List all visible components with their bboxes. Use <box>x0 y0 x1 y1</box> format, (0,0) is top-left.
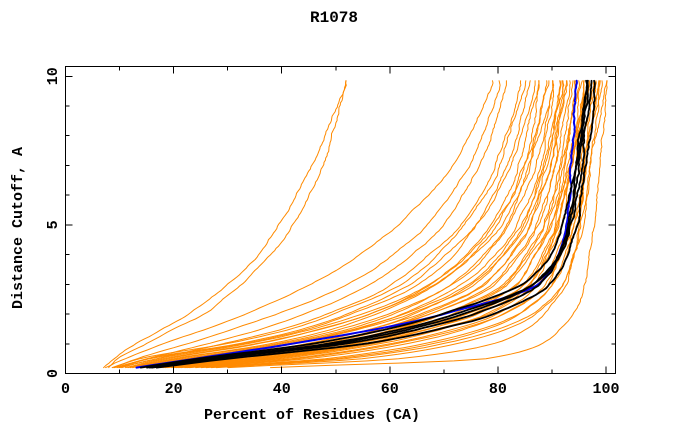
curve-orange-18 <box>138 80 564 369</box>
curve-orange-14 <box>127 80 555 369</box>
curve-orange-05 <box>114 80 507 369</box>
curve-orange-04 <box>111 80 501 369</box>
y-axis-label: Distance Cutoff, A <box>10 147 27 309</box>
x-tick-label: 100 <box>592 381 619 398</box>
curve-orange-01 <box>103 80 347 369</box>
plot-frame <box>65 66 616 374</box>
curve-orange-21 <box>156 80 567 369</box>
y-tick-label: 0 <box>45 369 62 378</box>
axis-tick-labels: 0 20 40 60 80 100 0 5 10 <box>45 67 620 398</box>
chart-title: R1078 <box>310 9 358 27</box>
curve-orange-03 <box>105 80 494 369</box>
curve-orange-42 <box>270 80 608 369</box>
curve-orange-20 <box>143 80 562 369</box>
x-tick-label: 60 <box>381 381 399 398</box>
curve-orange-38 <box>215 80 603 369</box>
x-tick-label: 0 <box>61 381 70 398</box>
curve-orange-07 <box>113 80 527 369</box>
curve-black-05 <box>148 79 589 369</box>
curve-orange-17 <box>146 80 561 369</box>
y-tick-label: 5 <box>45 220 62 229</box>
curve-orange-32 <box>175 80 589 369</box>
model-curves <box>103 79 608 369</box>
curve-orange-24 <box>154 80 571 369</box>
curve-orange-41 <box>210 80 608 369</box>
curve-orange-11 <box>129 80 540 369</box>
x-axis-label: Percent of Residues (CA) <box>204 407 420 424</box>
x-tick-label: 40 <box>273 381 291 398</box>
x-tick-label: 20 <box>165 381 183 398</box>
axis-ticks <box>65 66 616 374</box>
curve-orange-06 <box>119 80 522 369</box>
curve-orange-19 <box>151 80 565 369</box>
x-tick-label: 80 <box>489 381 507 398</box>
curve-orange-02 <box>108 80 347 369</box>
curve-orange-22 <box>149 80 568 369</box>
curve-orange-26 <box>160 80 576 369</box>
curve-orange-23 <box>162 80 574 369</box>
curve-orange-12 <box>121 80 550 369</box>
curve-black-04 <box>155 79 596 369</box>
curve-orange-10 <box>116 80 536 369</box>
y-tick-label: 10 <box>45 67 62 85</box>
curve-orange-16 <box>132 80 554 369</box>
curve-black-02 <box>151 79 589 369</box>
curve-orange-37 <box>186 80 601 369</box>
curve-orange-13 <box>135 80 548 369</box>
